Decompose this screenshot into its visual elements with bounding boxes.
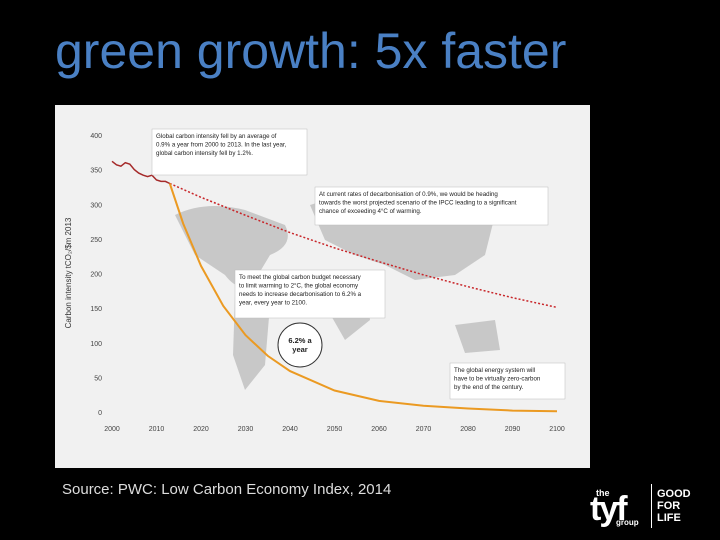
x-tick-label: 2020 bbox=[193, 426, 209, 433]
logo-divider bbox=[651, 484, 652, 528]
annotation-text: needs to increase decarbonisation to 6.2… bbox=[239, 291, 362, 298]
x-tick-label: 2060 bbox=[371, 426, 387, 433]
annotation-box bbox=[151, 128, 308, 176]
annotation-box bbox=[234, 269, 386, 319]
line-series bbox=[168, 183, 558, 413]
annotation-text: At current rates of decarbonisation of 0… bbox=[319, 191, 498, 198]
y-tick-label: 0 bbox=[98, 410, 102, 417]
logo-slogan: GOOD FOR LIFE bbox=[657, 488, 691, 524]
x-tick-label: 2010 bbox=[149, 426, 165, 433]
line-series bbox=[111, 160, 171, 185]
logo-text: LIFE bbox=[657, 512, 681, 524]
annotation-text: to limit warming to 2°C, the global econ… bbox=[239, 283, 359, 290]
source: Source: PWC: Low Carbon Economy Index, 2… bbox=[62, 481, 392, 498]
chart: Carbon intensity tCO₂/$m 2013 0 50 100 150 2… bbox=[55, 105, 590, 468]
annotation-text: To meet the global carbon budget necessa… bbox=[239, 274, 362, 281]
x-tick-label: 2040 bbox=[282, 426, 298, 433]
y-tick-label: 50 bbox=[94, 375, 102, 382]
y-tick-label: 350 bbox=[90, 168, 102, 175]
logo: the tyf group GOOD FOR LIFE bbox=[588, 480, 713, 530]
slide-title: green growth: 5x faster bbox=[55, 23, 567, 79]
annotation-circle bbox=[277, 322, 323, 368]
x-tick-label: 2100 bbox=[549, 426, 565, 433]
x-tick-label: 2070 bbox=[416, 426, 432, 433]
y-tick-label: 250 bbox=[90, 237, 102, 244]
x-tick-label: 2080 bbox=[460, 426, 476, 433]
annotation-text: have to be virtually zero-carbon bbox=[454, 376, 541, 383]
logo-text: tyf bbox=[590, 490, 628, 528]
annotation-text: chance of exceeding 4°C of warming. bbox=[319, 208, 422, 215]
x-tick-label: 2050 bbox=[327, 426, 343, 433]
annotation-text: Global carbon intensity fell by an avera… bbox=[156, 133, 277, 140]
logo-text: GOOD bbox=[657, 488, 691, 500]
annotation-text: The global energy system will bbox=[454, 367, 535, 374]
y-tick-label: 200 bbox=[90, 272, 102, 279]
logo-text: FOR bbox=[657, 500, 681, 512]
annotation-box bbox=[314, 186, 549, 226]
annotation-text: by the end of the century. bbox=[454, 384, 524, 391]
x-tick-label: 2090 bbox=[505, 426, 521, 433]
annotation-text: year bbox=[292, 345, 308, 354]
y-axis-label: Carbon intensity tCO₂/$m 2013 bbox=[64, 217, 73, 328]
y-tick-label: 400 bbox=[90, 133, 102, 140]
annotation-box bbox=[449, 362, 566, 400]
annotation-text: 0.9% a year from 2000 to 2013. In the la… bbox=[156, 142, 287, 149]
y-tick-label: 150 bbox=[90, 306, 102, 313]
y-tick-label: 300 bbox=[90, 202, 102, 209]
logo-text: group bbox=[616, 518, 639, 527]
annotation-text: global carbon intensity fell by 1.2%. bbox=[156, 150, 253, 157]
annotation-text: 6.2% a bbox=[288, 336, 312, 345]
x-tick-label: 2000 bbox=[104, 426, 120, 433]
logo-text: the bbox=[596, 488, 610, 498]
y-tick-label: 100 bbox=[90, 341, 102, 348]
x-tick-label: 2030 bbox=[238, 426, 254, 433]
line-series bbox=[169, 182, 558, 309]
annotation-text: year, every year to 2100. bbox=[239, 300, 307, 307]
annotation-text: towards the worst projected scenario of … bbox=[319, 200, 517, 207]
